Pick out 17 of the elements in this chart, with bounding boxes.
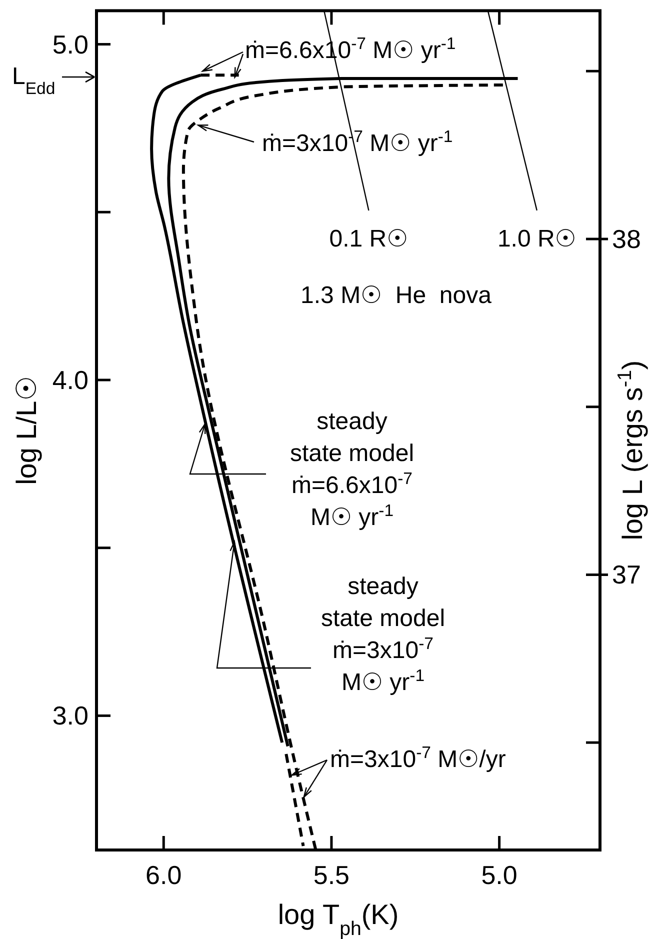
y2-tick-label: 38: [612, 224, 641, 254]
series-label: 0.1 R☉: [329, 225, 408, 252]
y-tick-label: 5.0: [52, 29, 88, 60]
x-axis-title: log T$_{ph}$(K): [278, 899, 399, 939]
legend-label: 1.0 R☉: [497, 225, 576, 252]
text: L$_{Edd}$: [12, 63, 56, 98]
x-tick-label: 5.5: [313, 860, 350, 890]
y-axis-title: log L/L☉: [11, 376, 42, 485]
y2-tick-label: 37: [612, 560, 641, 590]
text: steady state model ṁ=6.6x10$^{-7}$ M☉ yr$^{-1}$: [290, 408, 414, 531]
x-tick-label: 5.0: [481, 860, 518, 890]
y-tick-label: 4.0: [52, 364, 88, 395]
annotation: ṁ=3x10$^{-7}$ M☉/yr: [330, 742, 506, 773]
y-tick-label: 3.0: [52, 700, 88, 731]
text: 1.3 M☉ He nova: [300, 282, 492, 309]
x-tick-label: 6.0: [146, 860, 182, 890]
annotation: steady state model ṁ=3x10$^{-7}$ M☉ yr$^{-1}$: [320, 573, 446, 696]
